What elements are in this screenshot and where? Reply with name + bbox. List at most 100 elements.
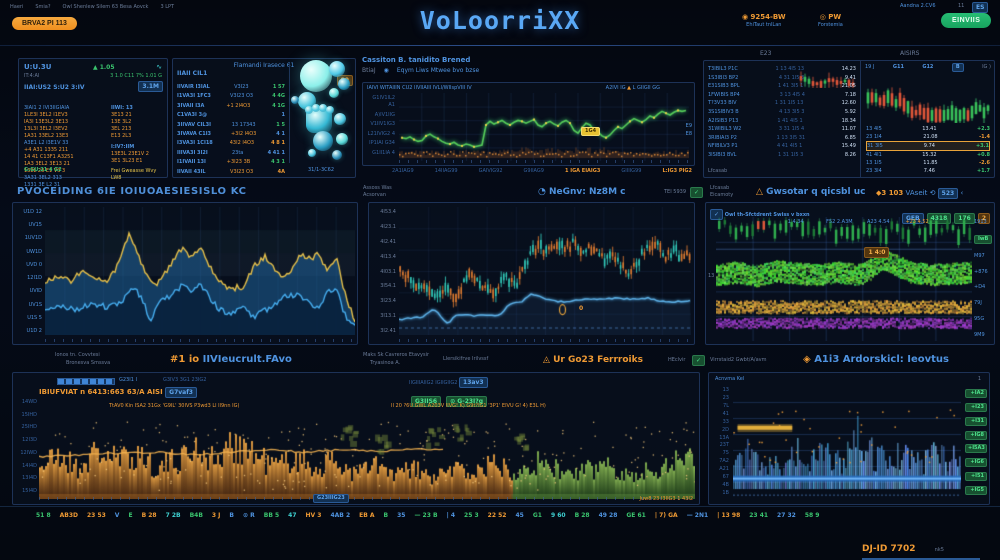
ticker-item[interactable]: 7 2B	[165, 512, 181, 519]
ticker-item[interactable]: 3 J	[211, 512, 221, 519]
orders-tab2[interactable]: G12	[922, 64, 934, 70]
order-row-highlighted[interactable]: 31 3I5 9.74 +3.1	[866, 141, 990, 151]
market-row[interactable]: IIIVA3I 3I2I 23ta 4 41 1	[177, 149, 285, 156]
watchlist-row[interactable]: 14 41 C13F1 A3251	[24, 154, 74, 160]
market-row[interactable]: IIVAII 43IL V3I23 O3 4A	[177, 168, 285, 175]
filter-chip[interactable]: 2	[977, 213, 990, 224]
quote-row[interactable]: T?3V33 BIV 1 31 1I5 13 12.60	[708, 100, 856, 107]
refresh-icon[interactable]: ⟲	[929, 189, 936, 197]
ticker-item[interactable]: EB A	[359, 512, 375, 519]
ticker-item[interactable]: | 13 98	[717, 512, 741, 519]
trend-canvas[interactable]	[399, 93, 689, 161]
sec2-r-chip[interactable]: ✓	[692, 355, 706, 366]
heat-canvas[interactable]	[716, 217, 972, 341]
quote-row[interactable]: 1S3IBI3 BP2 4 31 1I5 3 9.41	[708, 74, 856, 81]
back-icon[interactable]: ‹	[960, 189, 964, 197]
trend-tab[interactable]: BtiaJ	[362, 67, 376, 74]
watchlist-row[interactable]: 1A3 3EL2 3E13 21	[24, 161, 70, 167]
ticker-item[interactable]: B	[229, 512, 234, 519]
watchlist-row[interactable]: 13EL 23 E1 V3 3	[24, 168, 66, 174]
ticker-item[interactable]: V	[114, 512, 120, 519]
cta-button[interactable]: EINVIIS	[941, 13, 992, 28]
menu-item-0[interactable]: Haeri	[10, 4, 24, 10]
market-row[interactable]: 3IIVAV CIL3I 13 17343 1 5	[177, 121, 285, 128]
watchlist-row[interactable]: 1A31 33EL2 13E3	[24, 133, 69, 139]
orders-candles-canvas[interactable]	[866, 73, 990, 123]
order-row[interactable]: 13 1I5 11.85 -2.6	[866, 160, 990, 166]
watchlist-row[interactable]: A3E1 L2 I3E1V 33	[24, 140, 69, 146]
quote-row[interactable]: 31WIBIL3 W2 3 31 1I5 4 11.07	[708, 126, 856, 133]
ticker-item[interactable]: BB 5	[263, 512, 280, 519]
ticker-item[interactable]: 23 41	[749, 512, 769, 519]
sec1-chip[interactable]: 523	[937, 188, 959, 199]
order-row[interactable]: 13 4I5 13.41 +2.3	[866, 126, 990, 132]
spectro-canvas[interactable]	[39, 411, 695, 499]
quote-row[interactable]: 3RIBIAI3 P2 1 13 3I5 31 6.85	[708, 134, 856, 141]
ticker-item[interactable]: | 7) GA	[654, 512, 678, 519]
candle-canvas[interactable]	[399, 207, 691, 335]
ticker-item[interactable]: HV 3	[305, 512, 322, 519]
spectro-bottom-chip[interactable]: G23IIIG23	[313, 494, 349, 503]
ticker-item[interactable]: B 28	[574, 512, 590, 519]
orders-tab1[interactable]: G11	[892, 64, 904, 70]
ticker-item[interactable]: 49 28	[598, 512, 618, 519]
ticker-item[interactable]: — 23 B	[414, 512, 438, 519]
ticker-item[interactable]: 45	[515, 512, 524, 519]
ticker-item[interactable]: 58 9	[804, 512, 820, 519]
watchlist-row[interactable]: 3E13 21	[111, 112, 132, 118]
topbar-badge[interactable]: ES	[972, 2, 989, 13]
ticker-item[interactable]: 23 53	[87, 512, 106, 519]
sec1-mid-chip[interactable]: ✓	[690, 187, 704, 198]
ticker-item[interactable]: | 4	[446, 512, 456, 519]
quote-row[interactable]: T3IBIL3 P1C 1 13 4I5 13 14.23	[708, 66, 856, 72]
watchlist-row[interactable]: 13E3L 23E1V 2	[111, 151, 149, 157]
spectro-tr-chip[interactable]: 13av3	[459, 377, 488, 388]
ticker-item[interactable]: 4AB 2	[330, 512, 351, 519]
spectro-progressbar[interactable]	[57, 378, 115, 385]
spectro-title-chip[interactable]: G7vaf3	[165, 387, 197, 398]
watchlist-chip[interactable]: 3.1M	[138, 81, 163, 92]
quote-row[interactable]: NFIBILV3 P1 4 41 4I5 1 15.49	[708, 143, 856, 150]
ticker-item[interactable]: 47	[288, 512, 297, 519]
watchlist-row[interactable]: 3E1 3L23 E1	[111, 158, 143, 164]
watchlist-row[interactable]: 3IAI1 2 IVI3IIGIAIA	[24, 105, 70, 111]
ticker-item[interactable]: B 28	[141, 512, 157, 519]
quote-row[interactable]: A2ISIB3 P13 1 41 4I5 1 18.34	[708, 117, 856, 124]
market-row[interactable]: 3IVAII I3A +1 2I4O3 4 1G	[177, 102, 285, 109]
ticker-item[interactable]: 27 32	[777, 512, 796, 519]
menu-item-3[interactable]: 3 LPT	[160, 4, 175, 10]
ticker-item[interactable]: E	[128, 512, 133, 519]
watchlist-row[interactable]: 1LE3I 3EL2 I1EV3	[24, 112, 68, 118]
quotes-mini-canvas[interactable]	[799, 64, 857, 88]
ticker-item[interactable]: G1	[532, 512, 542, 519]
watchlist-row[interactable]: 3EL 213	[111, 126, 132, 132]
ticker-item[interactable]: ⊙ R	[243, 512, 255, 519]
quote-row[interactable]: E31SIB3 BPL 1 41 3I5 1 21.05	[708, 83, 856, 90]
area-canvas[interactable]	[45, 207, 355, 335]
market-row[interactable]: I3VA3I 1CI18 43I2 I4O3 4 8 1	[177, 140, 285, 147]
ticker-item[interactable]: 51 8	[36, 512, 51, 519]
market-row[interactable]: I1VA3I 1FC3 V3I23 O3 4 4G	[177, 93, 285, 100]
order-row[interactable]: 41 4I1 15.32 +0.8	[866, 152, 990, 158]
market-row[interactable]: C1VA3I 3@ 1	[177, 112, 285, 119]
market-row[interactable]: I1IVAII 13I +3I23 3B 4 3 1	[177, 159, 285, 166]
ticker-item[interactable]: 9 60	[550, 512, 566, 519]
menu-item-2[interactable]: Owl Shenlew Silem 63 Besa Aovck	[62, 4, 149, 10]
ticker-item[interactable]: 35	[397, 512, 406, 519]
menu-item-1[interactable]: Smia?	[35, 4, 51, 10]
quote-row[interactable]: 1FWIBIS BP4 3 13 4I5 4 7.18	[708, 91, 856, 98]
primary-button[interactable]: BRVA2 PI 113	[12, 17, 77, 30]
watchlist-row[interactable]: +4 A31 1335 211	[24, 147, 69, 153]
ticker-item[interactable]: — 2N1	[686, 512, 709, 519]
quote-row[interactable]: 3ISIBI3 BVL 1 31 1I5 3 8.26	[708, 151, 856, 158]
order-row[interactable]: 23 1I4 21.08 -1.4	[866, 134, 990, 140]
ticker-item[interactable]: AB3D	[59, 512, 78, 519]
spectro-chip2[interactable]: ⊙ G-23I?g	[446, 396, 488, 407]
market-row[interactable]: IIVAIR I3IAL V3I23 1 57	[177, 84, 285, 90]
spikes-canvas[interactable]	[733, 386, 961, 498]
watchlist-row[interactable]: 13E 3L2	[111, 119, 132, 125]
ticker-item[interactable]: B	[383, 512, 389, 519]
ticker-item[interactable]: 22 52	[487, 512, 507, 519]
ticker-item[interactable]: B4B	[189, 512, 203, 519]
watchlist-row[interactable]: 1331 3E L2 31	[24, 182, 61, 188]
